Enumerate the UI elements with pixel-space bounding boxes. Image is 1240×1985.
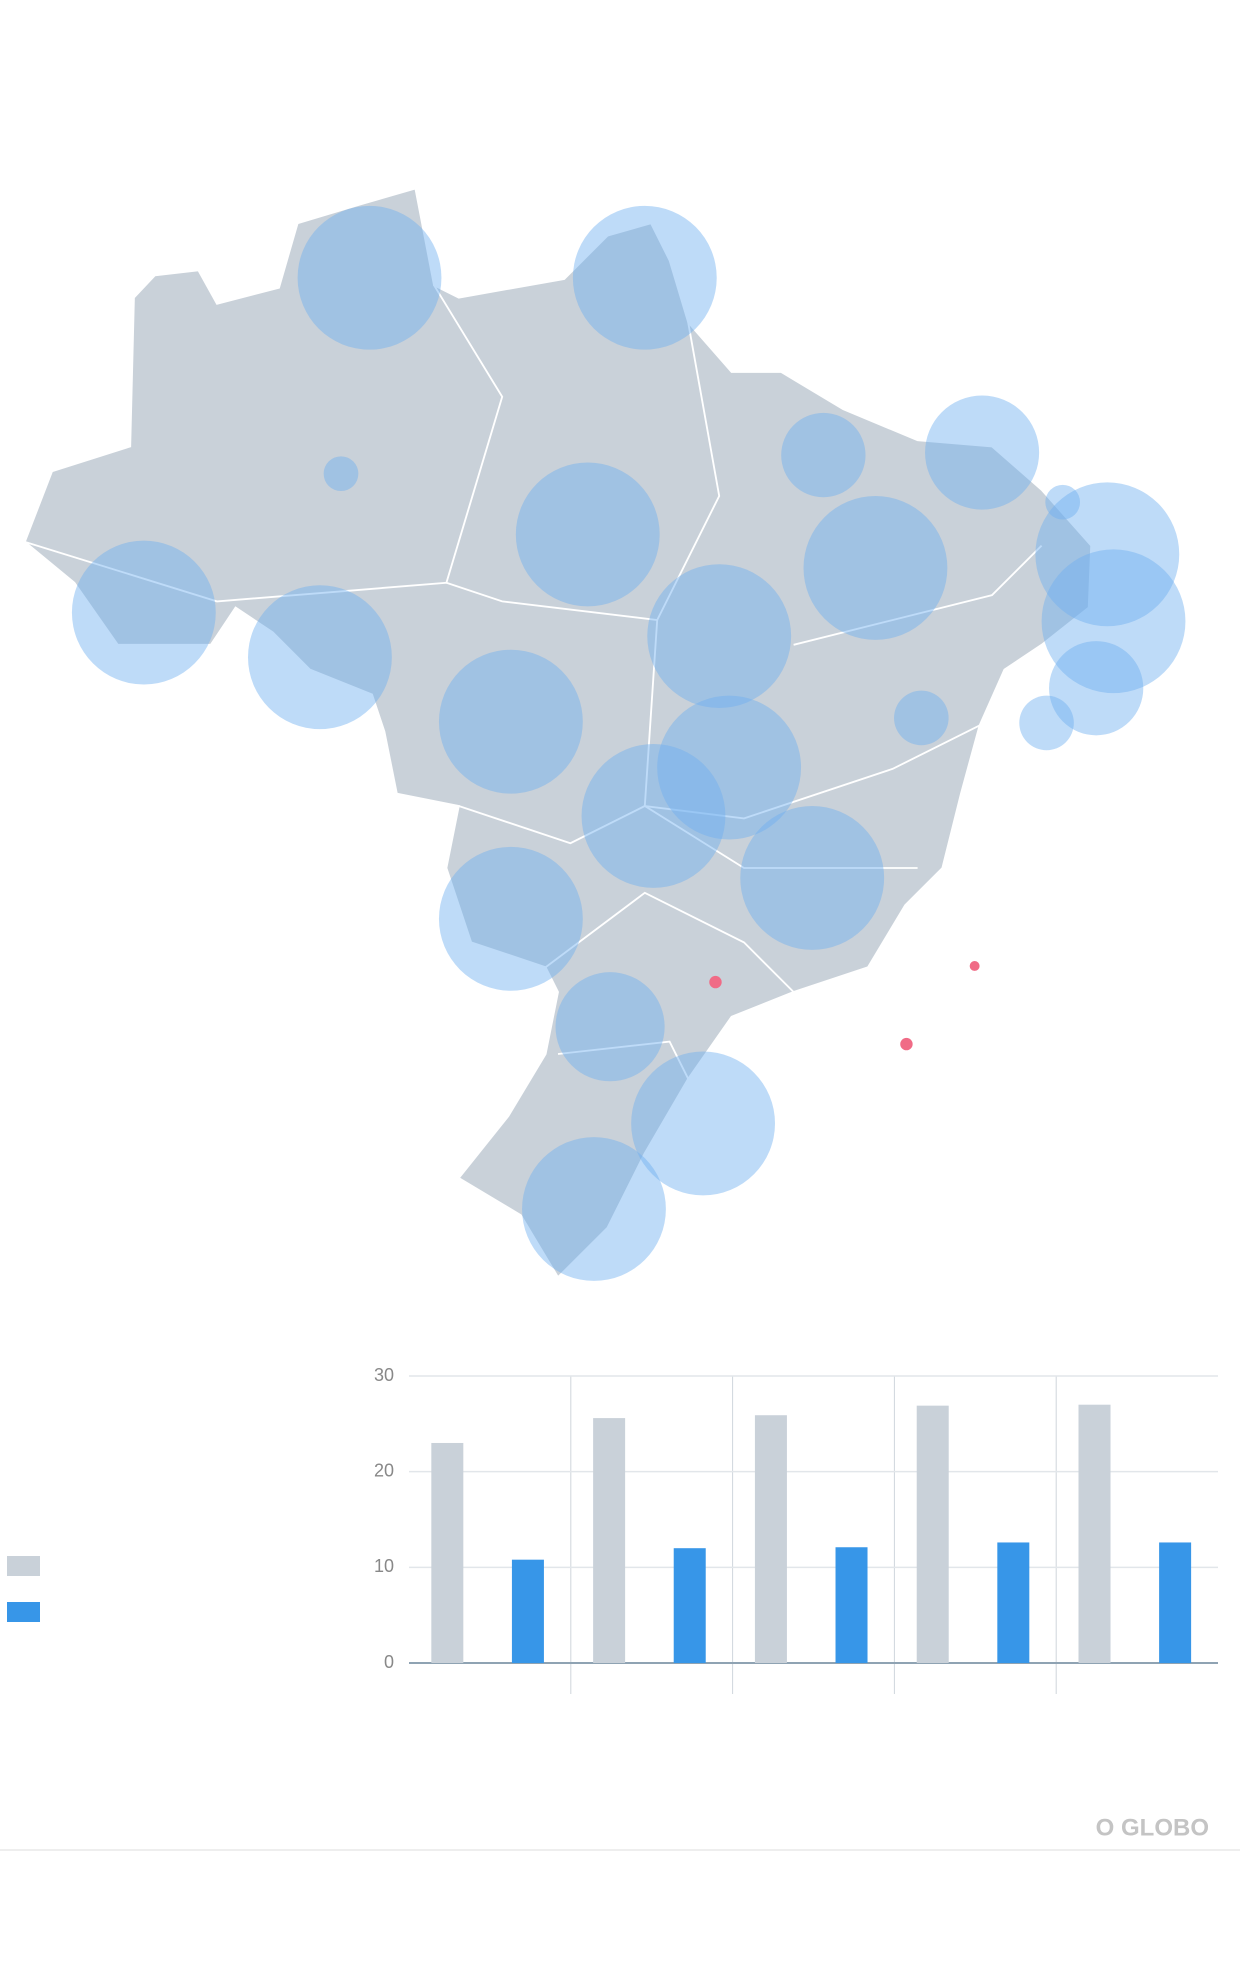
bar (1159, 1542, 1192, 1663)
bar (835, 1547, 868, 1663)
bar (673, 1548, 706, 1663)
country-shape (23, 187, 1093, 1279)
legend-swatch (7, 1602, 40, 1622)
legend-swatch (7, 1556, 40, 1576)
brand: O GLOBO (1096, 1814, 1209, 1841)
y-tick-label: 0 (384, 1652, 394, 1672)
bar (431, 1442, 464, 1663)
bar (593, 1418, 626, 1663)
state-borders (24, 284, 1043, 1080)
bubbles (71, 205, 1186, 1281)
map (23, 187, 1186, 1281)
bar (754, 1415, 787, 1663)
bar (997, 1542, 1030, 1663)
y-tick-label: 20 (374, 1460, 394, 1480)
dots (709, 961, 980, 1051)
y-tick-label: 30 (374, 1365, 394, 1385)
bar (511, 1559, 544, 1663)
bar (1078, 1404, 1111, 1663)
y-tick-label: 10 (374, 1556, 394, 1576)
bar (916, 1405, 949, 1663)
